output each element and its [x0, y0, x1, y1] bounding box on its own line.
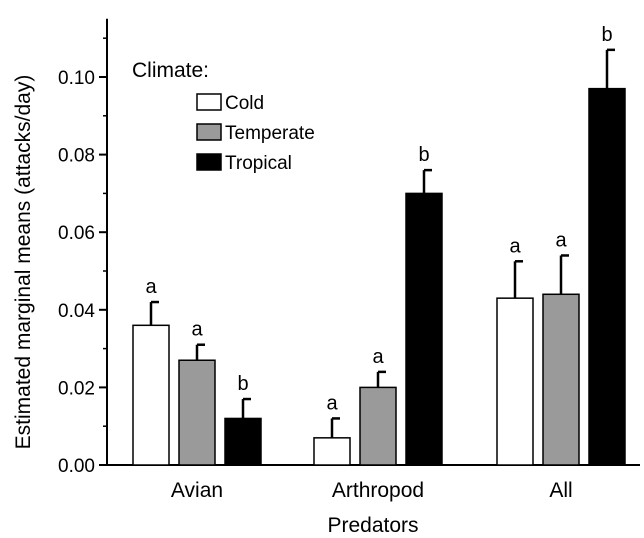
bar-tropical-arthropod: [405, 192, 443, 466]
legend-label-temperate: Temperate: [225, 123, 315, 144]
significance-label: a: [372, 346, 384, 368]
significance-label: a: [191, 319, 203, 341]
bar-temperate-avian: [178, 359, 216, 466]
significance-label: a: [555, 229, 567, 251]
x-axis-title: Predators: [327, 514, 418, 537]
legend-label-tropical: Tropical: [225, 153, 292, 174]
y-tick-label: 0.00: [58, 456, 95, 477]
bar-tropical-all: [588, 87, 626, 466]
significance-label: b: [418, 144, 429, 166]
y-tick-label: 0.08: [58, 146, 95, 167]
legend-swatch-tropical: [196, 153, 222, 171]
x-tick-label: Arthropod: [332, 479, 424, 502]
significance-label: b: [237, 373, 248, 395]
bar-temperate-arthropod: [359, 386, 397, 466]
y-tick-label: 0.02: [58, 378, 95, 399]
bars-layer: a a b a a b a a b: [132, 24, 626, 466]
bar-cold-avian: [132, 324, 170, 466]
significance-label: a: [145, 276, 157, 298]
legend-swatch-cold: [196, 93, 222, 111]
bar-temperate-all: [542, 293, 580, 466]
bar-tropical-avian: [224, 417, 262, 466]
significance-label: a: [326, 392, 338, 414]
bar-cold-arthropod: [313, 437, 351, 466]
significance-label: a: [509, 235, 521, 257]
x-tick-label: All: [549, 479, 572, 502]
y-tick-label: 0.06: [58, 223, 95, 244]
significance-label: b: [601, 24, 612, 46]
y-tick-label: 0.10: [58, 68, 95, 89]
legend-swatch-temperate: [196, 123, 222, 141]
bar-cold-all: [496, 297, 534, 466]
legend-title: Climate:: [132, 59, 209, 82]
y-tick-label: 0.04: [58, 301, 95, 322]
x-tick-label: Avian: [171, 479, 223, 502]
y-axis-title: Estimated marginal means (attacks/day): [12, 75, 35, 450]
legend-label-cold: Cold: [225, 93, 264, 114]
legend: Climate: Cold Temperate Tropical: [132, 59, 315, 174]
